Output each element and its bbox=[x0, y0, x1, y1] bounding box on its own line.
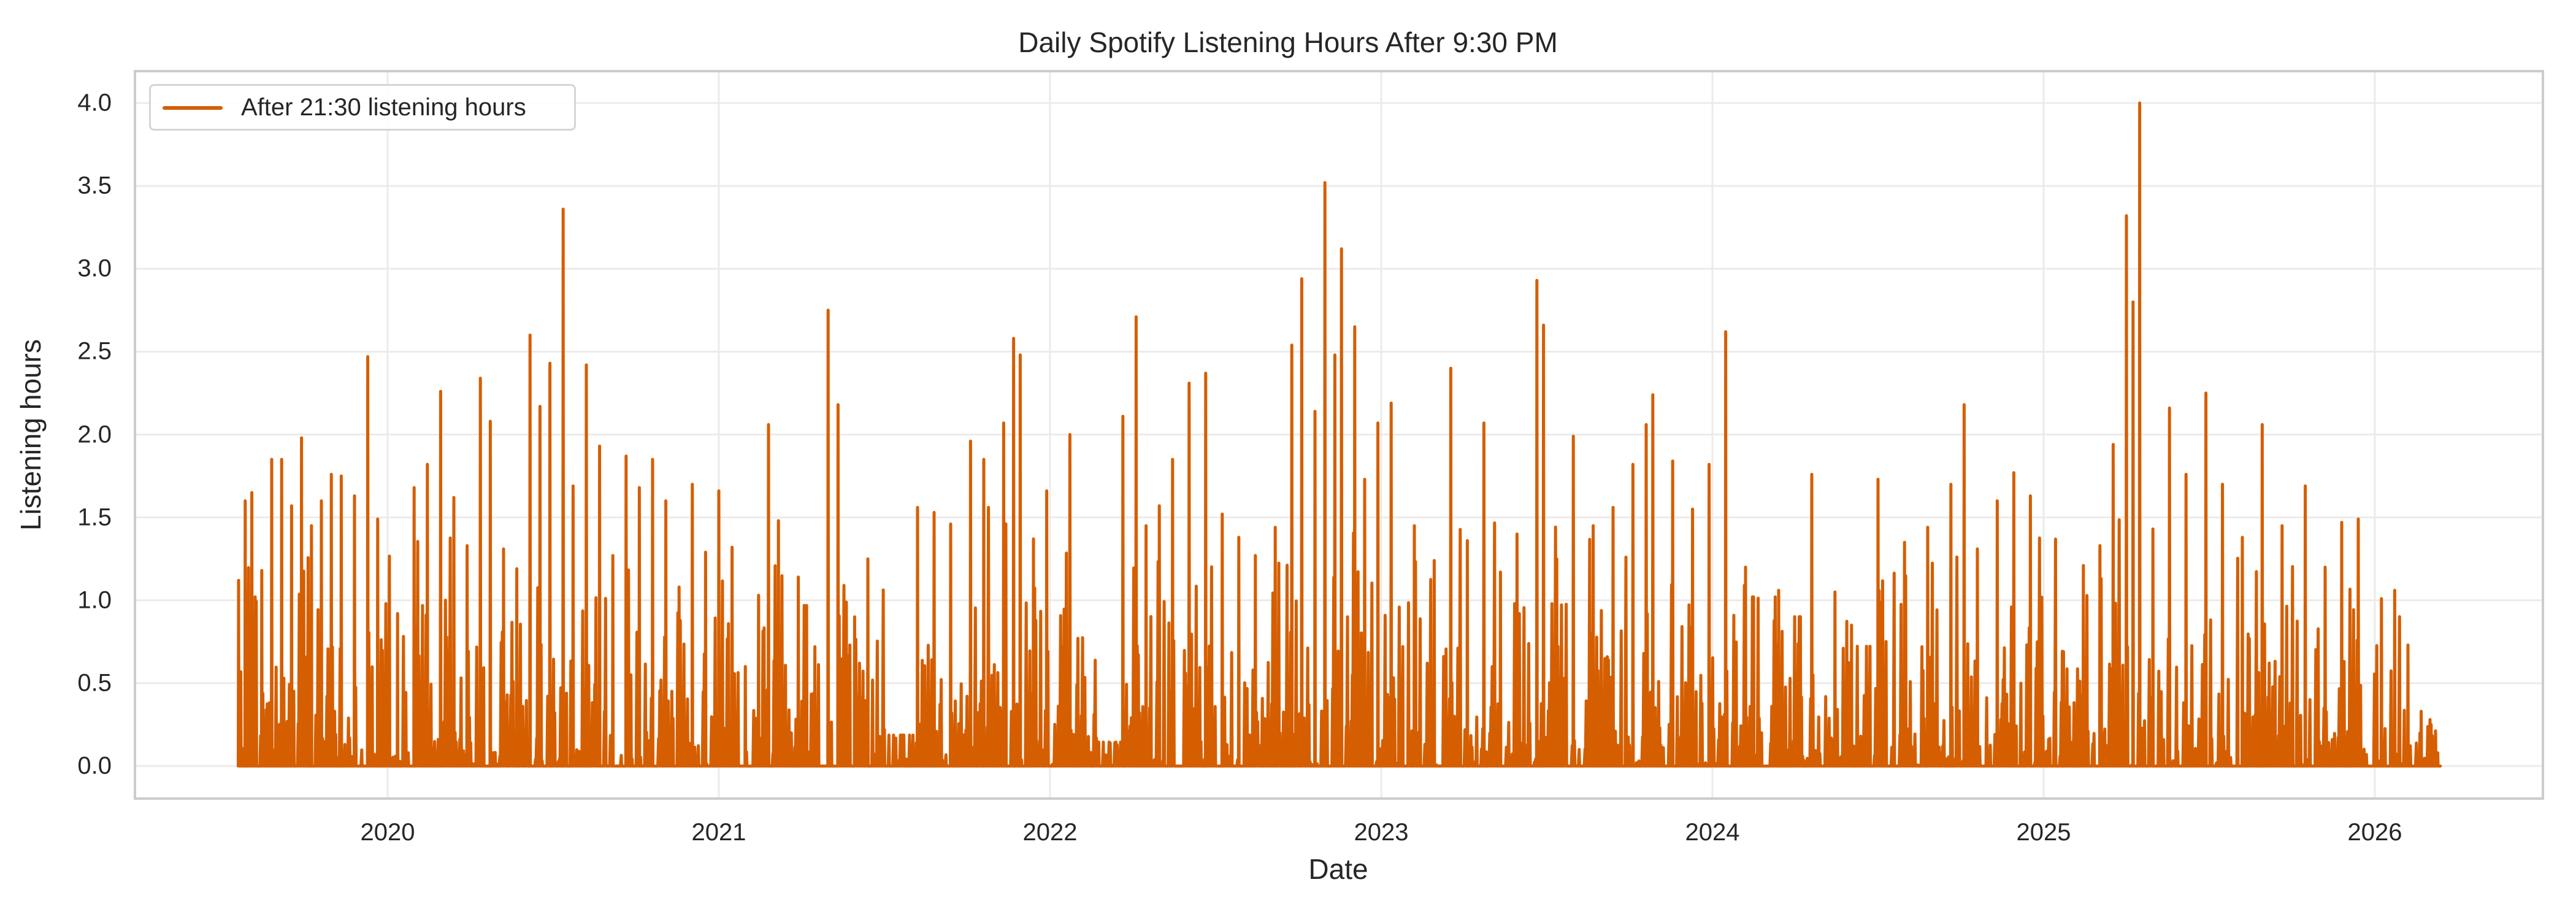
y-tick-label: 1.5 bbox=[77, 504, 112, 531]
axes-frame bbox=[134, 70, 2544, 800]
x-tick-label: 2023 bbox=[1354, 819, 1409, 846]
y-tick-label: 0.5 bbox=[77, 669, 112, 697]
x-tick-label: 2026 bbox=[2347, 819, 2402, 846]
line-series bbox=[237, 101, 2442, 768]
x-tick-label: 2022 bbox=[1022, 819, 1078, 846]
y-tick-label: 4.0 bbox=[77, 89, 112, 117]
x-tick-label: 2020 bbox=[360, 819, 415, 846]
legend: After 21:30 listening hours bbox=[149, 84, 576, 131]
x-tick-label: 2025 bbox=[2016, 819, 2071, 846]
y-axis-label: Listening hours bbox=[15, 339, 47, 531]
y-tick-label: 2.5 bbox=[77, 337, 112, 365]
y-tick-label: 3.0 bbox=[77, 255, 112, 282]
legend-label: After 21:30 listening hours bbox=[241, 94, 526, 121]
y-tick-label: 3.5 bbox=[77, 172, 112, 199]
legend-line-swatch-icon bbox=[163, 106, 223, 110]
x-axis-label: Date bbox=[1308, 853, 1368, 885]
y-tick-label: 1.0 bbox=[77, 586, 112, 614]
x-tick-label: 2021 bbox=[691, 819, 746, 846]
chart-title: Daily Spotify Listening Hours After 9:30… bbox=[1018, 26, 1558, 58]
y-tick-label: 2.0 bbox=[77, 421, 112, 448]
y-tick-label: 0.0 bbox=[77, 752, 112, 780]
x-tick-label: 2024 bbox=[1685, 819, 1740, 846]
